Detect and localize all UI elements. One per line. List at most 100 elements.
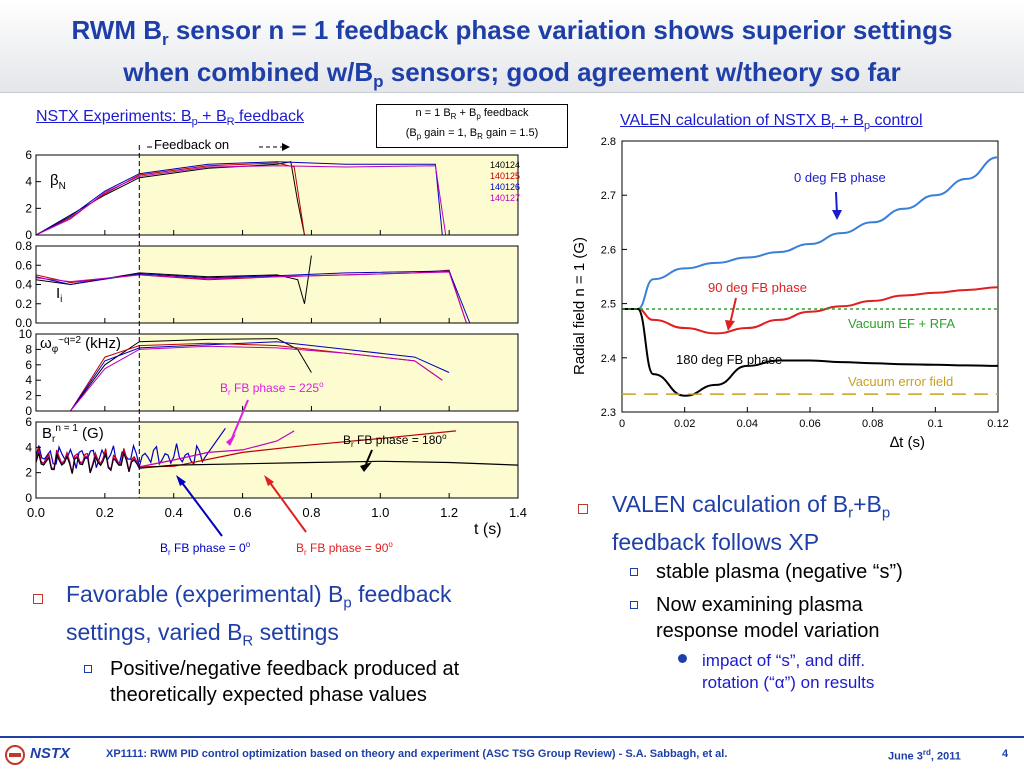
ytick-beta-2: 2 (25, 201, 32, 215)
xtick-label-3: 0.6 (234, 505, 252, 520)
left-xaxis-label: t (s) (474, 521, 502, 538)
ytick-br-3: 0 (25, 491, 32, 505)
ytick-omega-0: 10 (19, 327, 33, 341)
xtick-label-7: 1.4 (509, 505, 527, 520)
valen-xtick-5: 0.1 (928, 418, 943, 430)
ytick-beta-1: 4 (25, 175, 32, 189)
trace-ii-140127 (35, 271, 467, 324)
slide-title: RWM Br sensor n = 1 feedback phase varia… (71, 15, 953, 92)
valen-xtick-4: 0.08 (862, 418, 883, 430)
panel-frame-omega (35, 333, 519, 412)
footer-logo-text: NSTX (30, 745, 71, 762)
label-vacuum-err: Vacuum error field (848, 374, 953, 389)
ytick-omega-1: 8 (25, 342, 32, 356)
valen-series-90-deg-fb-phase (622, 286, 999, 335)
arrow-90deg (267, 479, 307, 533)
shot-legend-140124: 140124 (490, 160, 520, 170)
annotation-90deg: Br FB phase = 90o (296, 540, 393, 557)
xtick-label-5: 1.0 (371, 505, 389, 520)
bullet-right-examining: Now examining plasma response model vari… (656, 594, 880, 642)
valen-ytick-2: 2.5 (601, 299, 616, 311)
label-90deg: 90 deg FB phase (708, 280, 807, 295)
ytick-ii-4: 0.0 (15, 316, 32, 330)
ii-label: Ii (56, 285, 62, 305)
shot-legend-140126: 140126 (490, 182, 520, 192)
footer-page-number: 4 (1002, 748, 1009, 760)
bullet-right-impact: impact of “s”, and diff. rotation (“α”) … (702, 651, 875, 692)
valen-ytick-1: 2.4 (601, 353, 616, 365)
title-bar (0, 0, 1024, 93)
bullet-square-right-1 (578, 504, 588, 514)
valen-chart: 0 0.02 0.04 0.06 0.08 0.1 0.12 2.3 2.4 2.5 2.6 2.7 2… (571, 136, 1009, 451)
ytick-beta-3: 0 (25, 228, 32, 242)
bullet-square-right-2 (630, 568, 638, 576)
ytick-ii-1: 0.6 (15, 258, 32, 272)
arrow-90deg-valen (729, 297, 737, 325)
trace-br-140124 (35, 450, 519, 474)
beta-n-label: βN (50, 172, 66, 192)
shot-legend-140125: 140125 (490, 171, 520, 181)
feedback-region-br (139, 422, 519, 498)
feedback-legend-box: n = 1 BR + Bp feedback (Bp gain = 1, BR … (376, 104, 568, 148)
valen-ytick-5: 2.8 (601, 136, 616, 148)
xtick-label-4: 0.8 (302, 505, 320, 520)
arrow-225deg (231, 399, 249, 439)
footer: NSTX XP1111: RWM PID control optimizatio… (0, 736, 1024, 770)
trace-beta-140126 (35, 161, 443, 236)
annotation-0deg: Br FB phase = 0o (160, 540, 251, 557)
ytick-omega-2: 6 (25, 358, 32, 372)
ytick-br-0: 6 (25, 415, 32, 429)
feedback-on-arrowhead (282, 143, 290, 151)
valen-ylabel: Radial field n = 1 (G) (571, 237, 588, 375)
footer-xp-text: XP1111: RWM PID control optimization bas… (106, 748, 728, 760)
label-180deg: 180 deg FB phase (676, 352, 782, 367)
arrowhead-180deg (360, 462, 372, 472)
arrowhead-225deg (226, 434, 236, 446)
xtick-label-2: 0.4 (165, 505, 183, 520)
valen-ytick-4: 2.7 (601, 190, 616, 202)
label-vacuum-ef: Vacuum EF + RFA (848, 316, 955, 331)
arrowhead-90deg (264, 475, 274, 486)
ytick-ii-3: 0.2 (15, 297, 32, 311)
bullet-square-left-1 (33, 594, 43, 604)
shot-legend-140127: 140127 (490, 193, 520, 203)
footer-date: June 3rd, 2011 (888, 748, 961, 763)
valen-xtick-1: 0.02 (674, 418, 695, 430)
ytick-beta-0: 6 (25, 148, 32, 162)
nstx-experiment-chart: Feedback on 64200.80.60.40.20.0108642064… (15, 137, 527, 557)
annotation-225deg: Br FB phase = 225o (220, 380, 324, 397)
feedback-region-beta (139, 155, 519, 235)
bullet-square-right-3 (630, 601, 638, 609)
trace-omega-140126 (69, 341, 450, 412)
ytick-omega-4: 2 (25, 389, 32, 403)
panel-frame-br (35, 421, 519, 499)
omega-label: ωφ~q=2 (kHz) (40, 335, 121, 355)
arrowhead-90deg-valen (725, 320, 735, 331)
panel-frame-beta (35, 154, 519, 236)
bullet-right-stable: stable plasma (negative “s”) (656, 561, 903, 583)
bullet-left-favorable: Favorable (experimental) Bp feedback set… (66, 581, 452, 650)
valen-series-0-deg-fb-phase (622, 156, 999, 310)
valen-xlabel: ∆t (s) (890, 434, 925, 451)
bullet-dot-right-4 (678, 654, 687, 663)
label-0deg: 0 deg FB phase (794, 170, 886, 185)
trace-ii-140126 (35, 270, 471, 324)
arrow-180deg (365, 449, 373, 465)
arrowhead-0deg (176, 475, 186, 486)
valen-xtick-3: 0.06 (799, 418, 820, 430)
xtick-label-0: 0.0 (27, 505, 45, 520)
valen-ytick-0: 2.3 (601, 407, 616, 419)
ytick-br-2: 2 (25, 466, 32, 480)
arrow-0deg (179, 479, 223, 537)
nstx-logo-icon (5, 745, 25, 765)
bullet-left-positive-negative: Positive/negative feedback produced at t… (110, 658, 460, 706)
ytick-ii-0: 0.8 (15, 239, 32, 253)
valen-xtick-2: 0.04 (737, 418, 758, 430)
annotation-180deg: Br FB phase = 180o (343, 432, 447, 449)
bullet-square-left-2 (84, 665, 92, 673)
arrowhead-0deg-valen (832, 210, 842, 220)
trace-omega-140127 (70, 345, 443, 412)
trace-beta-140127 (35, 165, 447, 236)
valen-xtick-6: 0.12 (987, 418, 1008, 430)
valen-ytick-3: 2.6 (601, 244, 616, 256)
